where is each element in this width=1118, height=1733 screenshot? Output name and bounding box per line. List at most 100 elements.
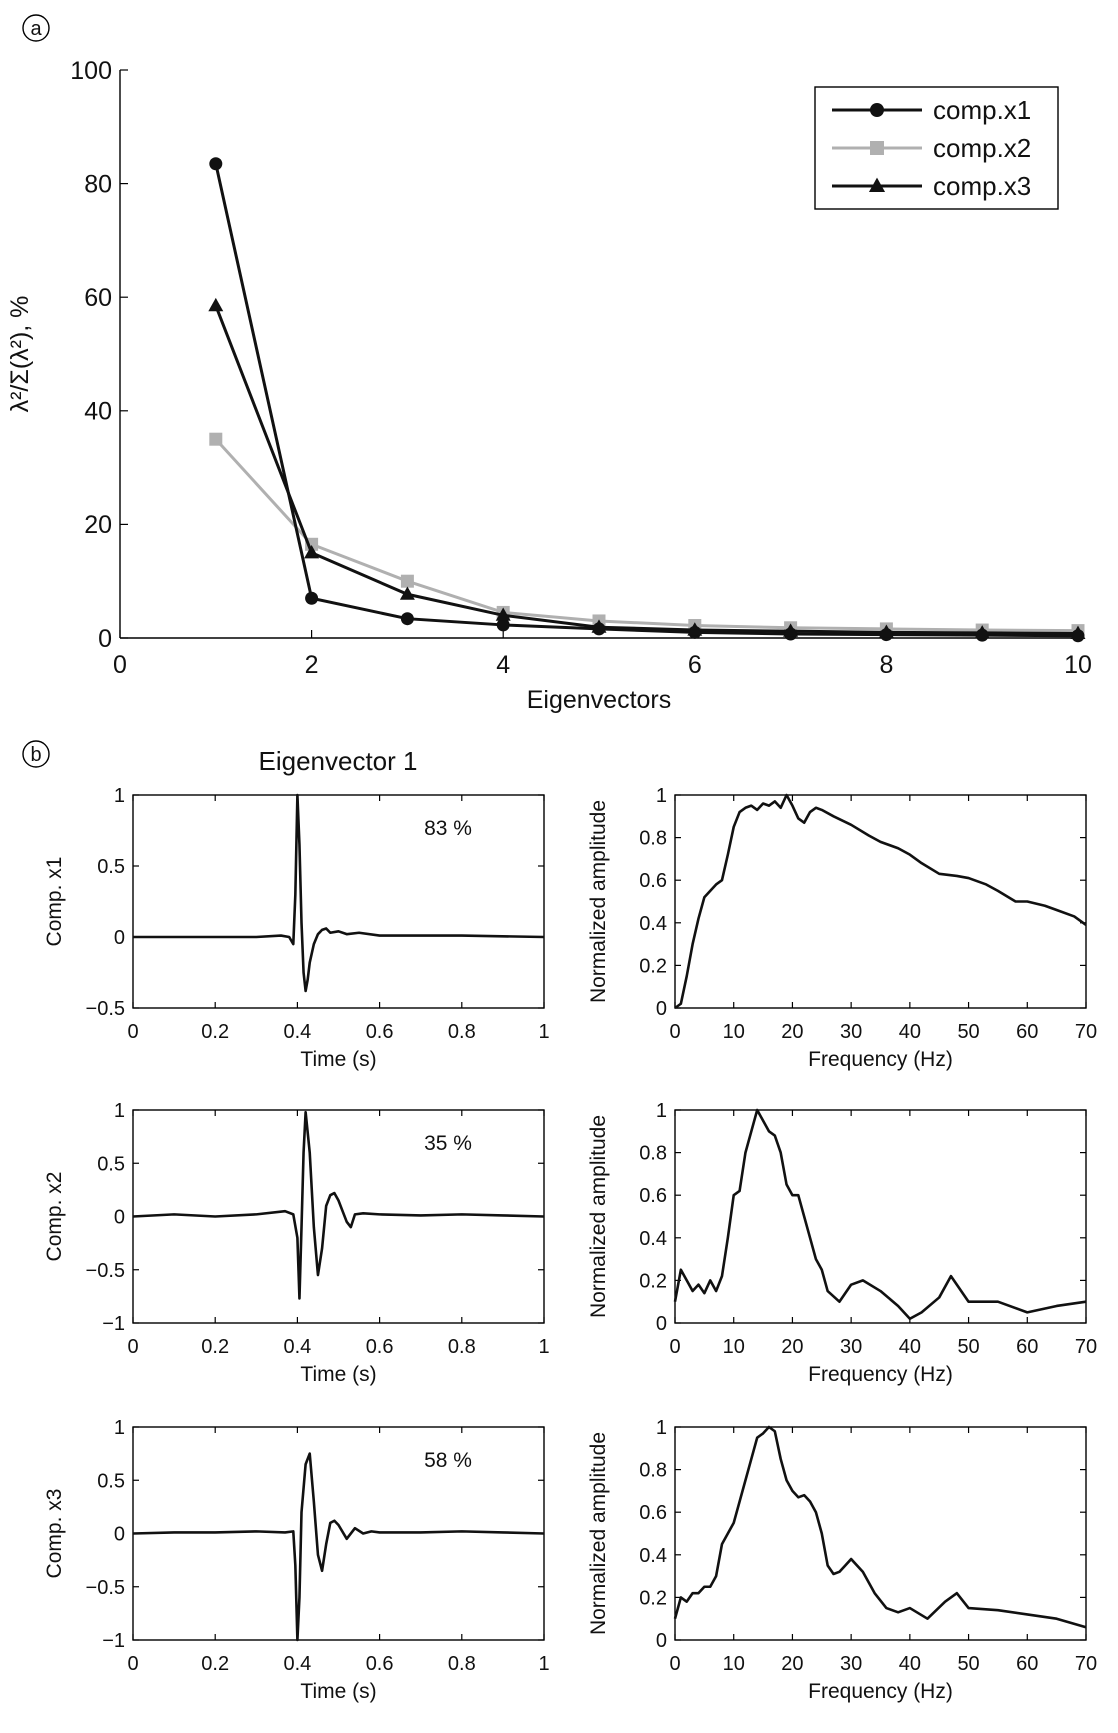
x-tick-label: 0.6 — [366, 1336, 394, 1358]
x-tick-label: 0 — [127, 1021, 138, 1043]
panel-b-label: b — [22, 740, 50, 768]
y-tick-label: 1 — [114, 785, 125, 807]
y-tick-label: 0 — [98, 625, 112, 653]
x-tick-label: 10 — [723, 1336, 745, 1358]
x-tick-label: 0.4 — [283, 1653, 311, 1675]
y-tick-label: 0 — [114, 927, 125, 949]
plot-frame — [674, 794, 1087, 1009]
data-point-square — [870, 141, 884, 155]
x-tick-label: 40 — [899, 1336, 921, 1358]
data-point-triangle — [1070, 625, 1086, 639]
plot-frame — [674, 1426, 1087, 1641]
y-axis-label: λ²/Σ(λ²), % — [6, 296, 34, 413]
x-tick-label: 0 — [669, 1336, 680, 1358]
waveform-line — [132, 1452, 545, 1642]
y-tick-label: 0 — [656, 998, 667, 1020]
x-axis-label: Time (s) — [300, 1363, 376, 1386]
eigenvector-title: Eigenvector 1 — [259, 746, 418, 776]
x-tick-label: 0.6 — [366, 1021, 394, 1043]
y-tick-label: 1 — [114, 1100, 125, 1122]
x-tick-label: 70 — [1075, 1653, 1097, 1675]
y-tick-label: 60 — [84, 284, 112, 312]
legend-label: comp.x1 — [933, 95, 1031, 125]
panel-a-letter: a — [30, 18, 42, 40]
eigenvalue-chart: 0 2 4 6 8 10020406080100Eigenvectorsλ²/Σ(λ²),… — [6, 57, 1092, 714]
x-tick-label: 1 — [538, 1021, 549, 1043]
y-axis-label: Normalized amplitude — [587, 1432, 610, 1635]
y-tick-label: −0.5 — [86, 1577, 125, 1599]
y-tick-label: 0.4 — [639, 913, 667, 935]
y-tick-label: 1 — [656, 1100, 667, 1122]
data-point-circle — [870, 103, 884, 117]
x-tick-label: 6 — [688, 651, 702, 679]
x-tick-label: 40 — [899, 1653, 921, 1675]
y-axis-label: Comp. x1 — [43, 857, 66, 947]
x-tick-label: 50 — [957, 1021, 979, 1043]
x-tick-label: 4 — [496, 651, 510, 679]
data-point-circle — [305, 591, 319, 605]
x-tick-label: 0 — [127, 1653, 138, 1675]
spectrum-line — [674, 793, 1087, 1010]
y-tick-label: 0 — [656, 1630, 667, 1652]
x-tick-label: 60 — [1016, 1336, 1038, 1358]
spectrum-plot-3: 0 10 20 30 40 50 60 70 1 0.8 0.6 0.4 0.2 0 Frequency (… — [587, 1417, 1097, 1703]
x-tick-label: 0.8 — [448, 1653, 476, 1675]
panel-b-letter: b — [30, 744, 41, 766]
y-tick-label: 20 — [84, 511, 112, 539]
y-tick-label: 1 — [114, 1417, 125, 1439]
y-tick-label: 0.4 — [639, 1228, 667, 1250]
x-axis-label: Time (s) — [300, 1048, 376, 1071]
variance-annotation: 35 % — [424, 1132, 472, 1155]
x-tick-label: 0.4 — [283, 1021, 311, 1043]
y-tick-label: 0 — [114, 1524, 125, 1546]
data-point-circle — [400, 612, 414, 626]
time-plot-3: 0 0.2 0.4 0.6 0.8 1 1 0.5 0 −0.5 −1 Time (s) Comp. x… — [43, 1417, 550, 1703]
data-point-square — [209, 432, 223, 446]
data-point-circle — [209, 157, 223, 171]
plot-frame — [674, 1109, 1087, 1324]
y-tick-label: 0.2 — [639, 1270, 667, 1292]
y-tick-label: 80 — [84, 170, 112, 198]
series-line-comp.x3 — [214, 305, 1079, 635]
y-axis-label: Comp. x3 — [43, 1489, 66, 1579]
x-tick-label: 10 — [723, 1021, 745, 1043]
waveform-line — [132, 1110, 545, 1300]
y-tick-label: 0.8 — [639, 828, 667, 850]
x-tick-label: 0 — [113, 651, 127, 679]
y-tick-label: 0.5 — [97, 856, 125, 878]
panel-a-label: a — [22, 14, 50, 42]
legend-label: comp.x3 — [933, 171, 1031, 201]
x-tick-label: 70 — [1075, 1336, 1097, 1358]
y-tick-label: −0.5 — [86, 1260, 125, 1282]
plot-frame — [132, 794, 545, 1009]
spectrum-line — [673, 1108, 1087, 1321]
data-point-triangle — [878, 624, 894, 638]
x-tick-label: 8 — [879, 651, 893, 679]
y-tick-label: 40 — [84, 398, 112, 426]
y-axis-label: Normalized amplitude — [587, 1115, 610, 1318]
x-tick-label: 30 — [840, 1336, 862, 1358]
x-tick-label: 0.4 — [283, 1336, 311, 1358]
waveform-line — [133, 793, 545, 993]
data-point-triangle — [591, 619, 607, 633]
x-tick-label: 0.2 — [201, 1653, 229, 1675]
x-axis-label: Time (s) — [300, 1680, 376, 1703]
variance-annotation: 58 % — [424, 1449, 472, 1472]
y-tick-label: −1 — [102, 1630, 125, 1652]
x-tick-label: 0 — [669, 1021, 680, 1043]
x-tick-label: 50 — [957, 1336, 979, 1358]
time-plot-2: 0 0.2 0.4 0.6 0.8 1 1 0.5 0 −0.5 −1 Time (s) Comp. x… — [43, 1100, 550, 1386]
data-point-triangle — [974, 625, 990, 639]
data-point-triangle — [399, 586, 415, 600]
spectrum-plot-1: 0 10 20 30 40 50 60 70 1 0.8 0.6 0.4 0.2 0 Frequency (… — [587, 785, 1097, 1071]
x-tick-label: 20 — [781, 1021, 803, 1043]
y-tick-label: 0.8 — [639, 1143, 667, 1165]
data-point-triangle — [304, 545, 320, 559]
x-tick-label: 0.8 — [448, 1021, 476, 1043]
x-tick-label: 0 — [669, 1653, 680, 1675]
y-tick-label: −0.5 — [86, 998, 125, 1020]
variance-annotation: 83 % — [424, 817, 472, 840]
data-point-triangle — [868, 177, 886, 192]
